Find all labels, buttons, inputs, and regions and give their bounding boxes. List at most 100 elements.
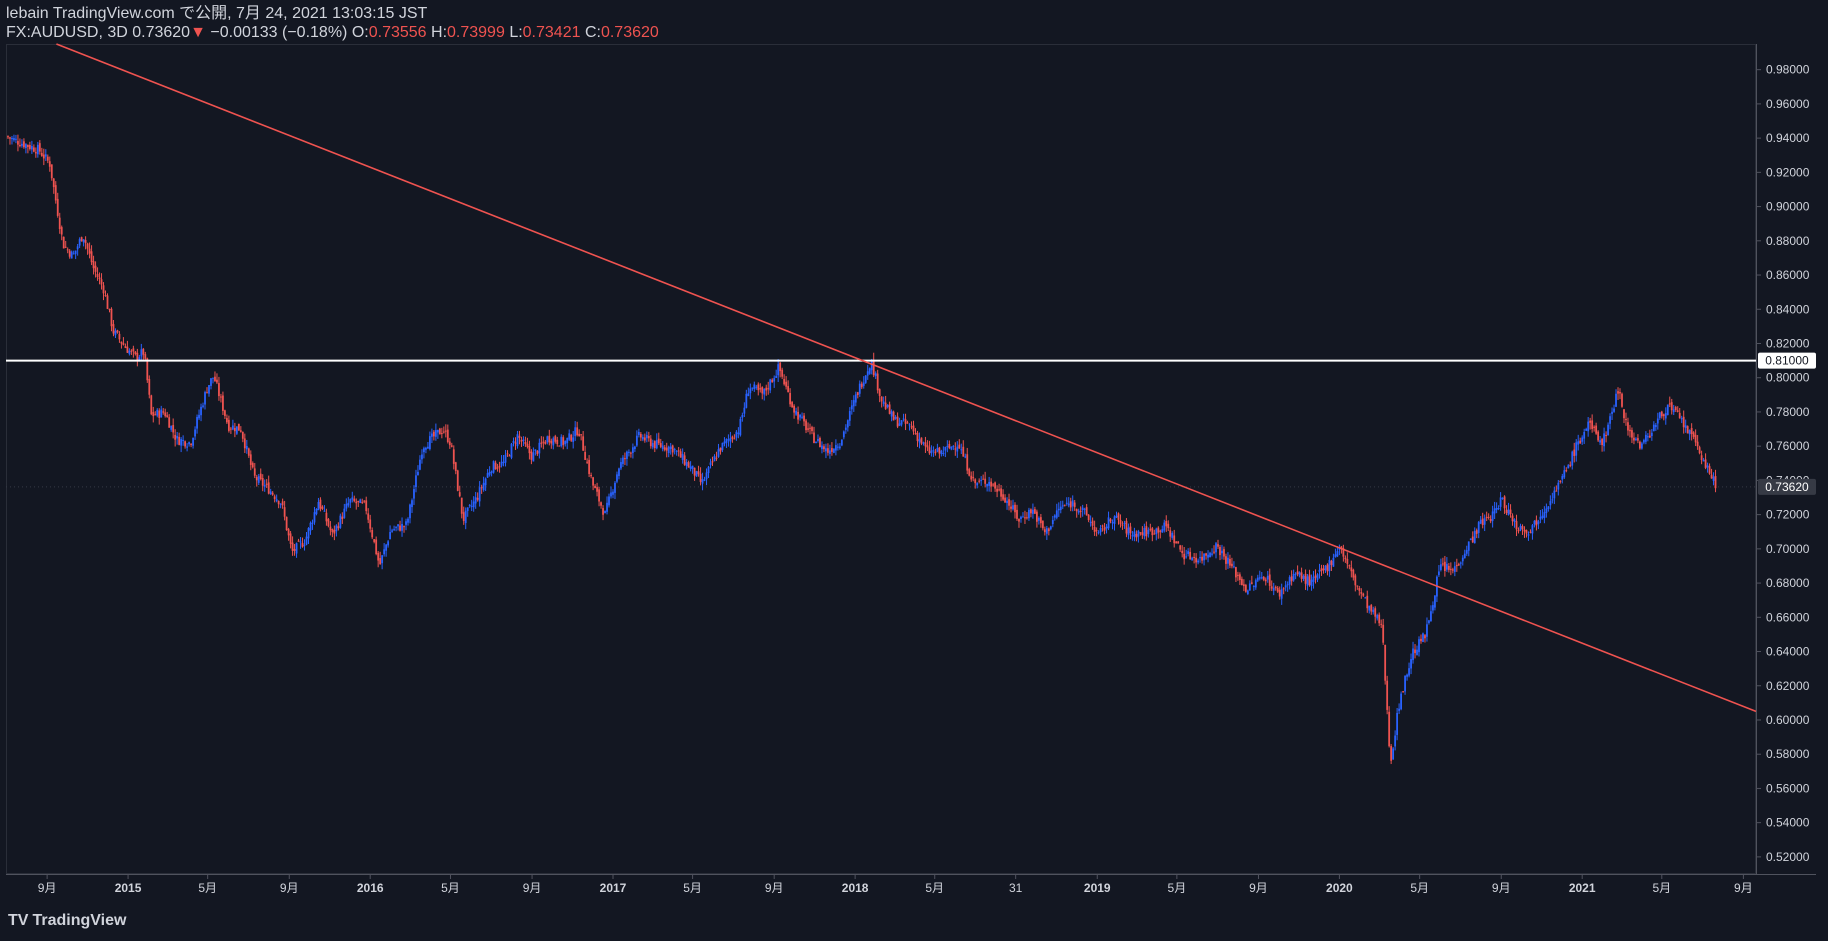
candle-body [1591,420,1594,429]
candle-body [926,445,929,448]
time-axis[interactable]: 9月 2015 5月 9月 2016 5月 9月 2017 5月 9月 2018 5月 31 2019 5月… [38,874,1753,895]
candle-body [206,392,208,394]
candle-body [1123,522,1126,524]
candle-body [831,448,833,452]
candle-body [540,442,543,444]
candle-body [669,446,672,450]
candle-body [1242,584,1245,587]
candle-body [1515,521,1518,530]
candle-body [367,513,370,520]
tradingview-logo[interactable]: TV TradingView [8,912,126,930]
candle-body [263,485,266,487]
candle-body [1041,520,1044,529]
candle-body [132,348,135,352]
candle-body [757,384,760,391]
candle-body [48,161,51,167]
candle-body [1159,530,1162,532]
price-axis[interactable]: 0.98000 0.96000 0.94000 0.92000 0.90000 0.880… [1756,63,1816,864]
candle-body [1422,633,1424,642]
candle-body [188,442,190,445]
candle-body [1030,509,1032,514]
candle-body [1099,528,1102,533]
candle-body [832,448,835,453]
candle-body [1225,556,1227,564]
candle-body [532,452,535,462]
candle-body [631,447,634,453]
candle-body [1601,439,1603,445]
candle-body [1093,526,1096,532]
candle-body [930,450,933,454]
price-tick-label: 0.56000 [1766,781,1810,795]
candle-body [379,558,382,565]
price-tick-label: 0.82000 [1766,336,1810,350]
candle-body [267,482,270,494]
candle-body [1034,509,1036,514]
candle-body [799,414,801,418]
candle-body [218,383,220,397]
candle-body [1388,711,1391,747]
candle-body [966,454,969,471]
candle-body [701,479,704,484]
candle-body [152,412,155,417]
candle-body [803,415,805,422]
candle-body [952,446,955,448]
candle-body [341,516,344,520]
candle-body [1262,577,1265,580]
down-arrow-icon: ▼ [190,24,206,41]
candle-body [32,147,35,152]
candle-body [1459,562,1462,564]
candle-body [1061,505,1064,507]
candle-body [92,261,95,269]
candle-body [928,447,931,454]
candle-body [1549,501,1552,506]
candle-body [994,482,997,489]
candle-body [1565,470,1568,472]
candle-body [1581,437,1584,442]
candle-body [454,462,457,471]
candle-body [842,431,845,438]
candle-body [1012,505,1014,510]
candle-body [795,410,797,415]
candle-body [550,440,553,444]
candle-body [311,522,314,524]
symbol-label[interactable]: FX:AUDUSD, 3D 0.73620 [6,24,191,41]
candle-body [717,449,720,457]
candle-body [52,178,55,188]
candle-body [186,446,189,448]
candle-body [576,427,579,436]
candle-body [1660,411,1663,417]
candle-body [739,419,742,436]
candle-body [620,462,622,469]
candle-body [797,411,799,420]
candle-body [94,265,97,272]
plot-area[interactable] [6,44,1756,874]
candle-body [713,456,716,462]
candle-body [1298,572,1301,576]
candle-body [1451,569,1454,571]
candle-body [1392,748,1395,760]
candle-body [655,440,658,449]
candle-body [1252,585,1255,587]
candle-body [397,524,399,527]
candle-body [777,364,780,376]
price-tick-label: 0.88000 [1766,234,1810,248]
candle-body [584,451,587,460]
candle-body [214,376,216,382]
candle-body [1049,526,1052,530]
candle-body [1426,624,1428,637]
candle-body [462,512,465,522]
candle-body [1364,597,1367,599]
candle-body [1623,409,1625,419]
candle-body [1702,460,1705,462]
candle-body [763,388,766,395]
candle-body [1475,530,1478,534]
price-tick-label: 0.94000 [1766,131,1810,145]
change-value: −0.00133 (−0.18%) [210,24,348,41]
candle-body [287,529,290,536]
candle-body [1376,615,1379,619]
candle-body [1599,440,1602,443]
candle-body [986,483,989,487]
candle-body [90,251,93,263]
time-tick-label: 2019 [1084,881,1111,895]
